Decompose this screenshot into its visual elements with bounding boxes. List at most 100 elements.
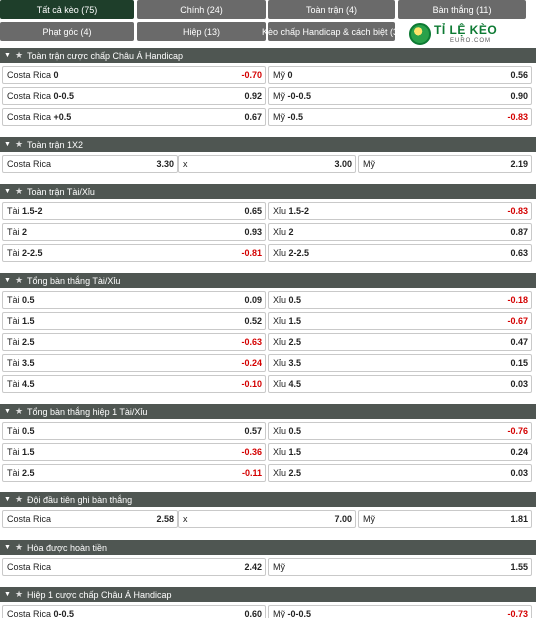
collapse-triangle-icon[interactable]: ▼ [4, 188, 11, 195]
odds-cell[interactable]: Mỹ -0-0.5 -0.73 [268, 605, 532, 618]
handicap-line: 2.5 [22, 468, 35, 478]
odds-cell[interactable]: Mỹ 2.19 [358, 155, 532, 173]
odds-cell[interactable]: Xỉu 2 0.87 [268, 223, 532, 241]
odds-value: 0.56 [510, 70, 528, 80]
tab-main[interactable]: Chính (24) [137, 0, 266, 19]
handicap-line: 2 [22, 227, 28, 237]
odds-cell[interactable]: Tài 2.5 -0.11 [2, 464, 266, 482]
odds-row: Tài 1.5 0.52 Xỉu 1.5 -0.67 [2, 312, 536, 330]
favorite-star-icon[interactable]: ★ [14, 139, 24, 149]
selection-name: Xỉu [273, 316, 287, 326]
odds-cell[interactable]: Tài 1.5 -0.36 [2, 443, 266, 461]
section-header[interactable]: ▼ ★ Hiệp 1 cược chấp Châu Á Handicap [0, 587, 536, 602]
odds-cell[interactable]: Tài 2 0.93 [2, 223, 266, 241]
odds-value: 0.24 [510, 447, 528, 457]
section-header[interactable]: ▼ ★ Hòa được hoàn tiền [0, 540, 536, 555]
tab-all[interactable]: Tất cả kèo (75) [0, 0, 134, 19]
odds-cell[interactable]: Xỉu 1.5 0.24 [268, 443, 532, 461]
odds-label: Tài 3.5 [7, 358, 35, 368]
odds-cell[interactable]: Mỹ 1.81 [358, 510, 532, 528]
odds-cell[interactable]: x 7.00 [178, 510, 356, 528]
section-header[interactable]: ▼ ★ Toàn trận 1X2 [0, 137, 536, 152]
section-header[interactable]: ▼ ★ Tổng bàn thắng hiệp 1 Tài/Xỉu [0, 404, 536, 419]
tab-handicap[interactable]: Kèo chấp Handicap & cách biệt (3) [262, 22, 401, 41]
favorite-star-icon[interactable]: ★ [14, 406, 24, 416]
odds-cell[interactable]: Tài 1.5 0.52 [2, 312, 266, 330]
odds-cell[interactable]: Xỉu 0.5 -0.76 [268, 422, 532, 440]
odds-cell[interactable]: Costa Rica 2.58 [2, 510, 178, 528]
odds-value: 7.00 [334, 514, 352, 524]
odds-value: -0.63 [241, 337, 262, 347]
selection-name: Mỹ [273, 609, 285, 618]
odds-value: -0.67 [507, 316, 528, 326]
odds-row: Costa Rica 2.58 x 7.00 Mỹ 1.81 [2, 510, 536, 528]
odds-cell[interactable]: Xỉu 1.5-2 -0.83 [268, 202, 532, 220]
selection-name: Xỉu [273, 337, 287, 347]
odds-cell[interactable]: Tài 3.5 -0.24 [2, 354, 266, 372]
odds-cell[interactable]: Tài 1.5-2 0.65 [2, 202, 266, 220]
odds-row: Tài 1.5-2 0.65 Xỉu 1.5-2 -0.83 [2, 202, 536, 220]
odds-cell[interactable]: Xỉu 2.5 0.03 [268, 464, 532, 482]
odds-label: Tài 4.5 [7, 379, 35, 389]
odds-cell[interactable]: Tài 0.5 0.57 [2, 422, 266, 440]
odds-row: Costa Rica 3.30 x 3.00 Mỹ 2.19 [2, 155, 536, 173]
collapse-triangle-icon[interactable]: ▼ [4, 544, 11, 551]
favorite-star-icon[interactable]: ★ [14, 589, 24, 599]
odds-cell[interactable]: Costa Rica 3.30 [2, 155, 178, 173]
odds-cell[interactable]: Tài 4.5 -0.10 [2, 375, 266, 393]
odds-value: 0.65 [244, 206, 262, 216]
tab-goals[interactable]: Bàn thắng (11) [398, 0, 526, 19]
section-header[interactable]: ▼ ★ Đội đầu tiên ghi bàn thắng [0, 492, 536, 507]
odds-cell[interactable]: x 3.00 [178, 155, 356, 173]
odds-cell[interactable]: Mỹ 0 0.56 [268, 66, 532, 84]
odds-label: Mỹ -0-0.5 [273, 609, 311, 618]
section-header[interactable]: ▼ ★ Toàn trận Tài/Xỉu [0, 184, 536, 199]
section-title: Hiệp 1 cược chấp Châu Á Handicap [27, 589, 172, 600]
odds-cell[interactable]: Costa Rica 0-0.5 0.92 [2, 87, 266, 105]
favorite-star-icon[interactable]: ★ [14, 50, 24, 60]
odds-cell[interactable]: Xỉu 0.5 -0.18 [268, 291, 532, 309]
handicap-line: 0.5 [22, 295, 35, 305]
favorite-star-icon[interactable]: ★ [14, 494, 24, 504]
odds-cell[interactable]: Mỹ 1.55 [268, 558, 532, 576]
odds-value: 2.19 [510, 159, 528, 169]
collapse-triangle-icon[interactable]: ▼ [4, 496, 11, 503]
handicap-line: 2.5 [288, 468, 302, 478]
odds-value: 0.03 [510, 468, 528, 478]
odds-cell[interactable]: Xỉu 3.5 0.15 [268, 354, 532, 372]
tab-corners[interactable]: Phạt góc (4) [0, 22, 134, 41]
odds-cell[interactable]: Mỹ -0.5 -0.83 [268, 108, 532, 126]
odds-cell[interactable]: Xỉu 2.5 0.47 [268, 333, 532, 351]
odds-cell[interactable]: Tài 2-2.5 -0.81 [2, 244, 266, 262]
favorite-star-icon[interactable]: ★ [14, 542, 24, 552]
collapse-triangle-icon[interactable]: ▼ [4, 591, 11, 598]
odds-cell[interactable]: Xỉu 2-2.5 0.63 [268, 244, 532, 262]
odds-cell[interactable]: Tài 0.5 0.09 [2, 291, 266, 309]
odds-label: Costa Rica [7, 159, 51, 169]
odds-cell[interactable]: Xỉu 4.5 0.03 [268, 375, 532, 393]
collapse-triangle-icon[interactable]: ▼ [4, 408, 11, 415]
selection-name: Tài [7, 337, 20, 347]
odds-cell[interactable]: Costa Rica +0.5 0.67 [2, 108, 266, 126]
favorite-star-icon[interactable]: ★ [14, 275, 24, 285]
section-header[interactable]: ▼ ★ Tổng bàn thắng Tài/Xỉu [0, 273, 536, 288]
odds-label: Tài 2 [7, 227, 27, 237]
site-logo[interactable]: TỈ LỆ KÈO EURO.COM [402, 20, 536, 48]
tab-halves[interactable]: Hiệp (13) [137, 22, 266, 41]
odds-cell[interactable]: Xỉu 1.5 -0.67 [268, 312, 532, 330]
collapse-triangle-icon[interactable]: ▼ [4, 141, 11, 148]
favorite-star-icon[interactable]: ★ [14, 186, 24, 196]
odds-cell[interactable]: Costa Rica 2.42 [2, 558, 266, 576]
odds-cell[interactable]: Mỹ -0-0.5 0.90 [268, 87, 532, 105]
odds-cell[interactable]: Costa Rica 0-0.5 0.60 [2, 605, 266, 618]
collapse-triangle-icon[interactable]: ▼ [4, 277, 11, 284]
odds-cell[interactable]: Tài 2.5 -0.63 [2, 333, 266, 351]
section-header[interactable]: ▼ ★ Toàn trận cược chấp Châu Á Handicap [0, 48, 536, 63]
section-title: Toàn trận Tài/Xỉu [27, 186, 95, 197]
tab-fulltime[interactable]: Toàn trận (4) [268, 0, 395, 19]
odds-cell[interactable]: Costa Rica 0 -0.70 [2, 66, 266, 84]
odds-label: Tài 0.5 [7, 295, 35, 305]
odds-label: Xỉu 0.5 [273, 426, 301, 436]
collapse-triangle-icon[interactable]: ▼ [4, 52, 11, 59]
odds-value: 0.09 [244, 295, 262, 305]
